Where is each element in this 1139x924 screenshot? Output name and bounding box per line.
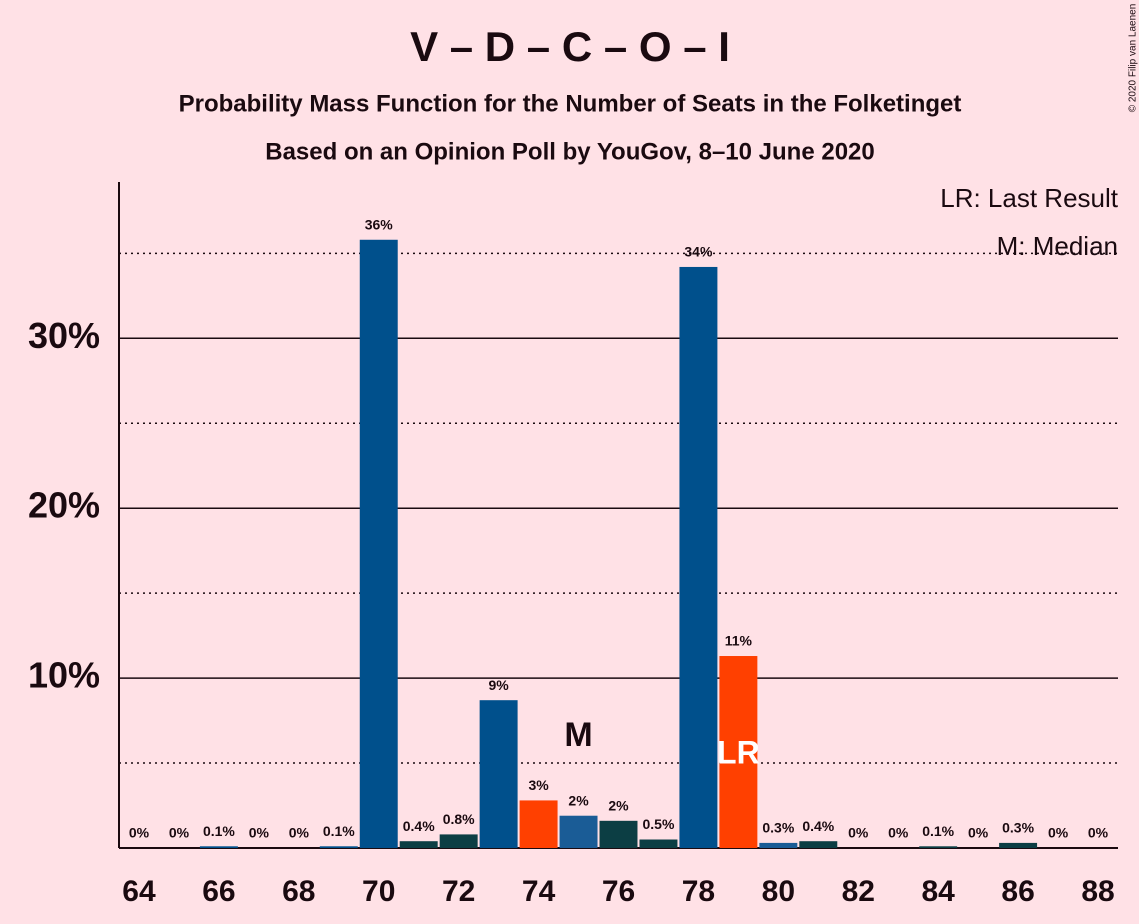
value-label: 0% <box>1048 825 1069 841</box>
value-label: 34% <box>684 244 713 260</box>
x-tick-label: 82 <box>842 875 875 908</box>
chart-subtitle: Probability Mass Function for the Number… <box>179 90 962 117</box>
value-label: 0.3% <box>1002 820 1034 836</box>
value-label: 11% <box>725 633 753 649</box>
value-label: 2% <box>608 798 629 814</box>
value-label: 0% <box>1088 825 1109 841</box>
bar <box>479 700 518 848</box>
y-tick-label: 20% <box>28 485 100 526</box>
median-marker: M <box>564 716 592 754</box>
chart-subtitle: Based on an Opinion Poll by YouGov, 8–10… <box>265 138 875 165</box>
value-label: 9% <box>489 677 510 693</box>
value-label: 0.4% <box>403 818 435 834</box>
bar <box>919 846 958 848</box>
bar <box>679 266 718 848</box>
value-label: 0.3% <box>762 820 794 836</box>
bar <box>639 839 678 848</box>
bar <box>999 842 1038 848</box>
value-label: 0% <box>129 825 150 841</box>
x-tick-label: 80 <box>762 875 795 908</box>
bar <box>359 239 398 848</box>
last-result-marker: LR <box>717 734 760 770</box>
value-label: 0% <box>888 825 909 841</box>
legend-entry: M: Median <box>997 231 1118 261</box>
value-label: 0% <box>848 825 869 841</box>
x-tick-label: 78 <box>682 875 715 908</box>
x-tick-label: 70 <box>362 875 395 908</box>
value-label: 0.4% <box>802 818 834 834</box>
value-label: 0.1% <box>203 823 235 839</box>
legend-entry: LR: Last Result <box>940 183 1119 213</box>
x-tick-label: 74 <box>522 875 556 908</box>
bar <box>799 841 838 848</box>
x-tick-label: 72 <box>442 875 475 908</box>
value-label: 0% <box>249 825 270 841</box>
y-tick-label: 10% <box>28 655 100 696</box>
bar <box>399 841 438 848</box>
value-label: 0.1% <box>323 823 355 839</box>
bar <box>559 815 598 848</box>
value-label: 2% <box>568 792 589 808</box>
value-label: 0% <box>968 825 989 841</box>
value-label: 0.8% <box>443 811 475 827</box>
value-label: 0.1% <box>922 823 954 839</box>
chart-title: V – D – C – O – I <box>410 23 730 70</box>
value-label: 0% <box>169 825 190 841</box>
bar <box>759 842 798 848</box>
bar <box>599 820 638 848</box>
value-label: 36% <box>365 216 394 232</box>
value-label: 0.5% <box>642 816 674 832</box>
x-tick-label: 66 <box>202 875 235 908</box>
bar <box>719 656 758 848</box>
copyright: © 2020 Filip van Laenen <box>1128 4 1139 113</box>
y-tick-label: 30% <box>28 315 100 356</box>
x-tick-label: 88 <box>1081 875 1114 908</box>
x-tick-label: 84 <box>921 875 955 908</box>
x-tick-label: 68 <box>282 875 315 908</box>
bar <box>439 834 478 848</box>
bar <box>319 846 358 848</box>
bar <box>199 846 238 848</box>
bar <box>519 800 558 848</box>
value-label: 0% <box>289 825 310 841</box>
x-tick-label: 76 <box>602 875 635 908</box>
x-tick-label: 64 <box>122 875 156 908</box>
x-tick-label: 86 <box>1001 875 1034 908</box>
value-label: 3% <box>528 777 549 793</box>
